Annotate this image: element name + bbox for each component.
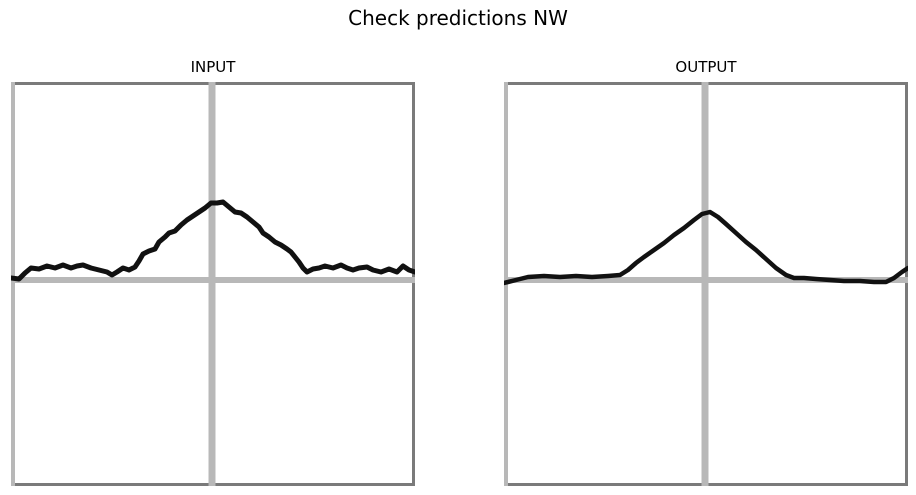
output-curve [504, 209, 908, 286]
output-panel-title: OUTPUT [675, 58, 737, 76]
input-curve [11, 199, 415, 282]
output-image [504, 82, 908, 486]
input-panel-title: INPUT [190, 58, 236, 76]
output-image-panel [504, 82, 908, 486]
input-image [11, 82, 415, 486]
figure-title: Check predictions NW [348, 6, 568, 30]
input-image-panel [11, 82, 415, 486]
